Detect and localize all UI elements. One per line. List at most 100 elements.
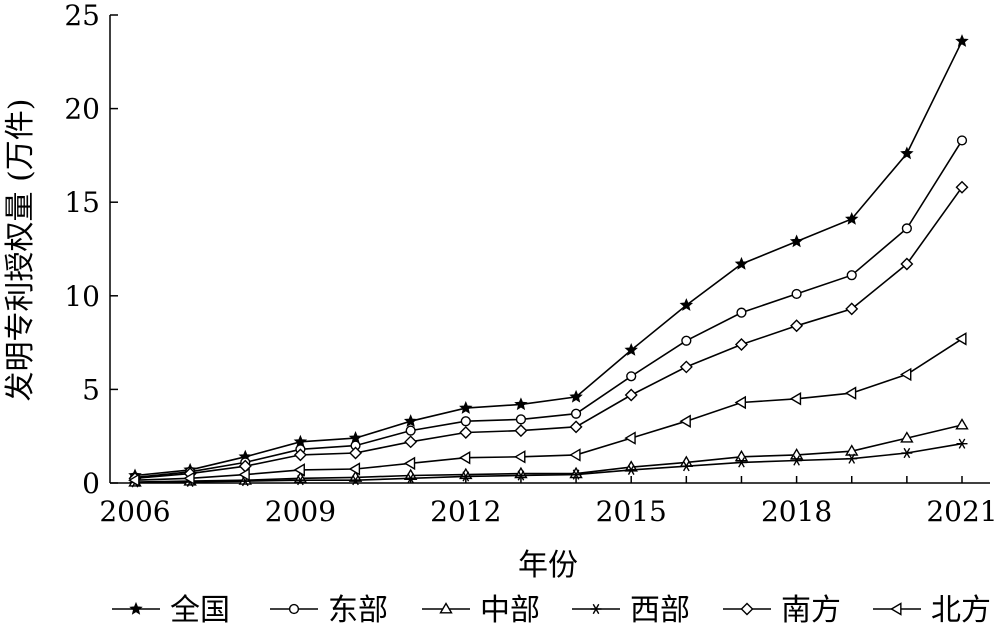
y-tick-label: 10 [64, 280, 100, 313]
asterisk-stroke [627, 464, 635, 476]
legend-marker-triangle-left [890, 602, 902, 616]
y-tick-label: 25 [64, 0, 100, 32]
asterisk-stroke [517, 470, 525, 481]
data-point-star [845, 211, 859, 225]
series-star [128, 34, 969, 482]
data-point-triangle-up [845, 444, 859, 456]
asterisk-stroke [462, 471, 470, 482]
data-point-asterisk [570, 469, 582, 480]
data-point-asterisk [405, 473, 417, 484]
legend-marker-triangle-up [439, 602, 453, 614]
legend-label: 北方 [931, 593, 991, 628]
data-point-triangle-left [348, 462, 361, 476]
data-point-diamond [900, 257, 914, 271]
data-point-circle [791, 288, 802, 300]
data-point-asterisk [625, 464, 637, 476]
y-tick-label: 5 [82, 373, 100, 406]
x-axis-label: 年份 [518, 548, 578, 583]
data-point-triangle-left [403, 456, 416, 471]
asterisk-stroke [793, 455, 800, 466]
legend-item: 南方 [723, 593, 841, 628]
legend-item: 中部 [422, 593, 540, 628]
data-point-triangle-up [955, 418, 969, 430]
data-point-asterisk [791, 455, 803, 466]
asterisk-stroke [572, 469, 580, 480]
asterisk-stroke [297, 475, 304, 486]
data-point-star [900, 146, 914, 160]
series-asterisk [129, 438, 968, 488]
data-point-star [459, 401, 473, 414]
legend-label: 全国 [170, 593, 230, 628]
data-point-star [734, 256, 749, 270]
data-point-diamond [845, 302, 859, 316]
data-point-diamond [459, 425, 473, 439]
series-line [134, 424, 963, 483]
series-diamond [128, 180, 969, 485]
data-point-asterisk [901, 447, 913, 459]
data-point-diamond [293, 448, 307, 462]
data-point-triangle-left [955, 332, 967, 346]
data-point-diamond [569, 420, 583, 434]
asterisk-stroke [592, 603, 600, 615]
legend-label: 东部 [328, 593, 388, 628]
data-point-triangle-left [734, 395, 747, 410]
data-point-asterisk [680, 461, 692, 472]
data-point-diamond [679, 360, 693, 374]
series-line [134, 139, 963, 479]
data-point-diamond [734, 337, 748, 351]
legend-item: 东部 [270, 593, 388, 628]
data-point-diamond [955, 180, 969, 194]
axes: 0 5 10 15 20 25 2006 2009 2012 2015 2018 2021 [64, 0, 997, 528]
legend-item: 北方 [873, 593, 991, 628]
x-tick-label: 2009 [265, 495, 336, 528]
legend-marker-circle [288, 603, 300, 615]
series-line [134, 338, 963, 481]
legend-marker-star [129, 601, 143, 615]
data-point-circle [681, 335, 692, 346]
data-point-circle [405, 425, 416, 436]
data-point-star [789, 234, 804, 248]
y-tick-label: 20 [64, 93, 100, 126]
asterisk-stroke [407, 473, 415, 484]
series-line [134, 40, 963, 477]
data-point-asterisk [460, 471, 472, 482]
series-line [134, 442, 963, 484]
data-point-triangle-left [789, 392, 802, 406]
data-point-triangle-left [679, 414, 691, 428]
data-point-triangle-left [183, 471, 195, 486]
series-triangle-left [128, 332, 967, 487]
data-point-circle [460, 416, 471, 427]
data-point-asterisk [735, 457, 747, 468]
series-layer [128, 34, 969, 488]
asterisk-stroke [848, 453, 856, 464]
legend-label: 南方 [781, 593, 841, 628]
data-point-circle [956, 135, 968, 146]
data-point-asterisk [956, 438, 968, 449]
data-point-triangle-left [514, 450, 526, 464]
legend-label: 中部 [480, 593, 540, 628]
data-point-asterisk [294, 475, 306, 486]
legend-item: 全国 [112, 593, 230, 628]
x-tick-label: 2006 [99, 495, 170, 528]
legend-item: 西部 [572, 593, 690, 628]
data-point-triangle-left [293, 463, 305, 477]
asterisk-stroke [738, 457, 745, 468]
x-tick-label: 2021 [926, 495, 997, 528]
asterisk-stroke [352, 475, 359, 486]
data-point-circle [570, 408, 582, 419]
data-point-star [569, 389, 583, 403]
data-point-triangle-left [569, 448, 581, 462]
data-point-circle [626, 371, 637, 382]
data-point-asterisk [350, 475, 362, 486]
series-circle [129, 135, 968, 483]
y-tick-label: 15 [64, 186, 100, 219]
data-point-star [955, 34, 969, 47]
data-point-triangle-left [844, 386, 857, 400]
data-point-circle [515, 414, 527, 425]
y-axis-label: 发明专利授权量 (万件) [3, 99, 38, 402]
data-point-diamond [624, 388, 638, 402]
data-point-circle [846, 270, 857, 281]
data-point-star [403, 414, 418, 427]
legend-marker-asterisk [590, 603, 602, 615]
